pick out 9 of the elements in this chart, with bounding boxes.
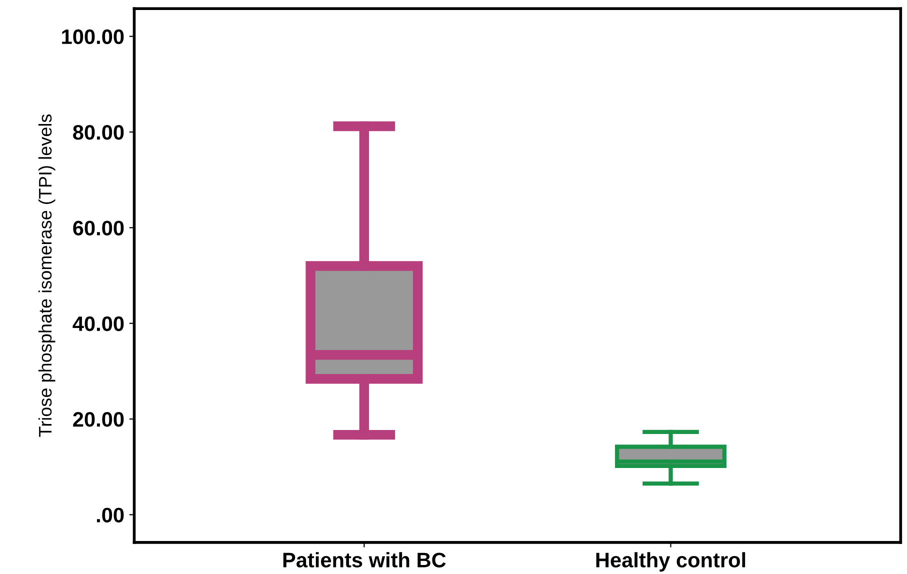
x-tick-label: Patients with BC <box>283 552 446 568</box>
y-tick-label: .00 <box>96 508 124 522</box>
y-tick-label: 20.00 <box>73 412 124 427</box>
x-tick-label: Healthy control <box>596 552 746 572</box>
y-tick-label: 80.00 <box>73 125 124 140</box>
y-tick-label: 40.00 <box>72 316 124 332</box>
y-axis-title: Triose phosphate isomerase (TPI) levels <box>38 114 56 437</box>
y-tick-label: 100.00 <box>62 29 124 44</box>
y-tick-label: 60.00 <box>73 220 124 236</box>
